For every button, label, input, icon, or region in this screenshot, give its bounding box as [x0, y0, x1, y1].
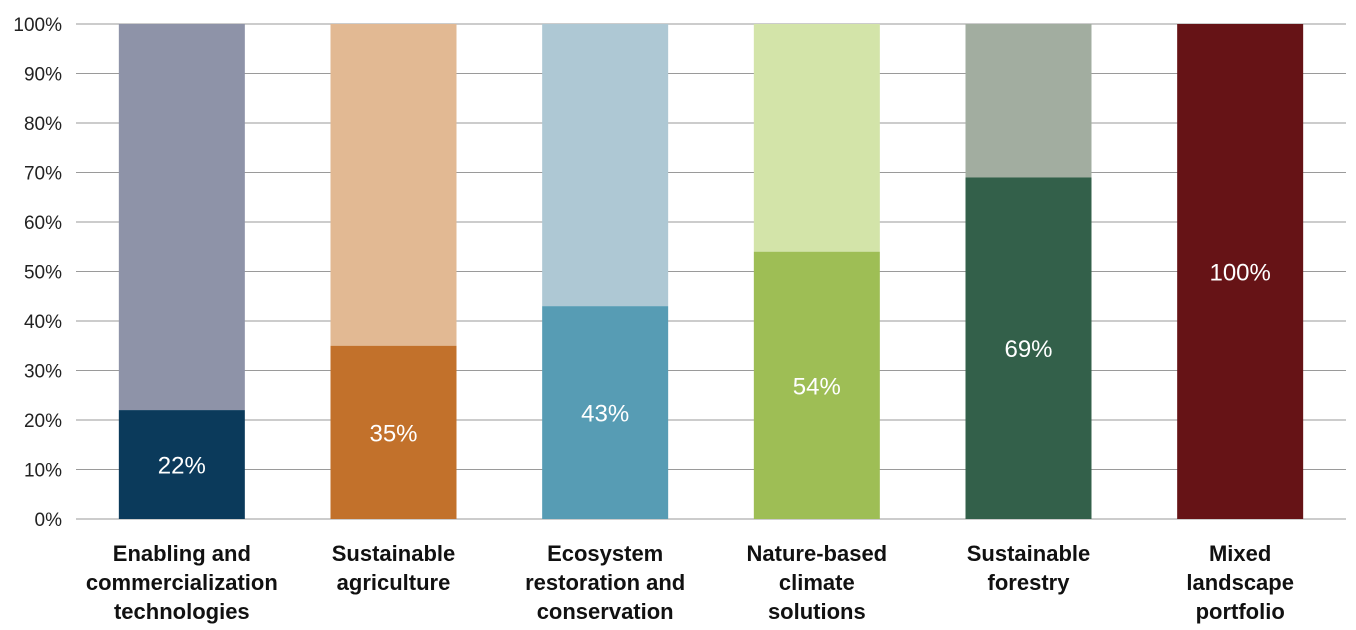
- data-label: 22%: [158, 453, 206, 480]
- bar-remainder-segment: [330, 24, 457, 346]
- category-label-line: landscape: [1186, 570, 1294, 595]
- y-tick-label: 100%: [13, 15, 62, 36]
- data-label: 100%: [1209, 260, 1270, 287]
- bar-value-segment: [753, 251, 880, 519]
- y-tick-label: 10%: [24, 461, 62, 482]
- category-label-line: Sustainable: [967, 541, 1090, 566]
- category-label: Nature-based climate solutions: [747, 541, 888, 624]
- bar-remainder-segment: [753, 24, 880, 252]
- category-label: Sustainable forestry: [967, 541, 1090, 595]
- bar-value-segment: [1177, 24, 1304, 519]
- category-label-line: conservation: [537, 599, 674, 624]
- category-label-line: Mixed: [1209, 541, 1271, 566]
- category-label-line: portfolio: [1196, 599, 1285, 624]
- y-tick-label: 20%: [24, 411, 62, 432]
- category-label-line: solutions: [768, 599, 866, 624]
- category-label-line: climate: [779, 570, 855, 595]
- y-axis-tick-labels: 0% 10% 20% 30% 40% 50% 60% 70% 80% 90% 100%: [13, 15, 62, 531]
- category-label-line: Enabling and: [113, 541, 251, 566]
- x-axis-category-labels: Enabling and commercialization technologie…: [86, 541, 1294, 624]
- data-label: 54%: [793, 373, 841, 400]
- y-tick-label: 90%: [24, 65, 62, 86]
- category-label: Sustainable agriculture: [332, 541, 455, 595]
- y-tick-label: 0%: [35, 510, 63, 531]
- category-label-line: commercialization: [86, 570, 278, 595]
- bar-remainder-segment: [118, 24, 245, 411]
- y-tick-label: 40%: [24, 312, 62, 333]
- bar-value-segment: [118, 410, 245, 519]
- data-label: 69%: [1004, 336, 1052, 363]
- y-tick-label: 30%: [24, 362, 62, 383]
- category-label-line: Nature-based: [747, 541, 888, 566]
- bar-remainder-segment: [542, 24, 669, 307]
- category-label-line: Ecosystem: [547, 541, 663, 566]
- y-tick-label: 60%: [24, 213, 62, 234]
- bar-value-segment: [965, 177, 1092, 519]
- category-label: Enabling and commercialization technologie…: [86, 541, 278, 624]
- y-tick-label: 70%: [24, 164, 62, 185]
- y-tick-label: 80%: [24, 114, 62, 135]
- data-label: 35%: [369, 420, 417, 447]
- category-label: Ecosystem restoration and conservation: [525, 541, 685, 624]
- category-label-line: Sustainable: [332, 541, 455, 566]
- category-label-line: technologies: [114, 599, 250, 624]
- bar-value-segment: [542, 306, 669, 519]
- data-labels: 22% 35% 43% 54% 69% 100%: [158, 260, 1271, 480]
- bars: [118, 24, 1304, 519]
- category-label-line: restoration and: [525, 570, 685, 595]
- bar-value-segment: [330, 345, 457, 519]
- data-label: 43%: [581, 401, 629, 428]
- y-tick-label: 50%: [24, 263, 62, 284]
- category-label: Mixed landscape portfolio: [1186, 541, 1294, 624]
- category-label-line: forestry: [988, 570, 1071, 595]
- gridlines: [76, 23, 1346, 520]
- category-label-line: agriculture: [337, 570, 451, 595]
- bar-remainder-segment: [965, 24, 1092, 178]
